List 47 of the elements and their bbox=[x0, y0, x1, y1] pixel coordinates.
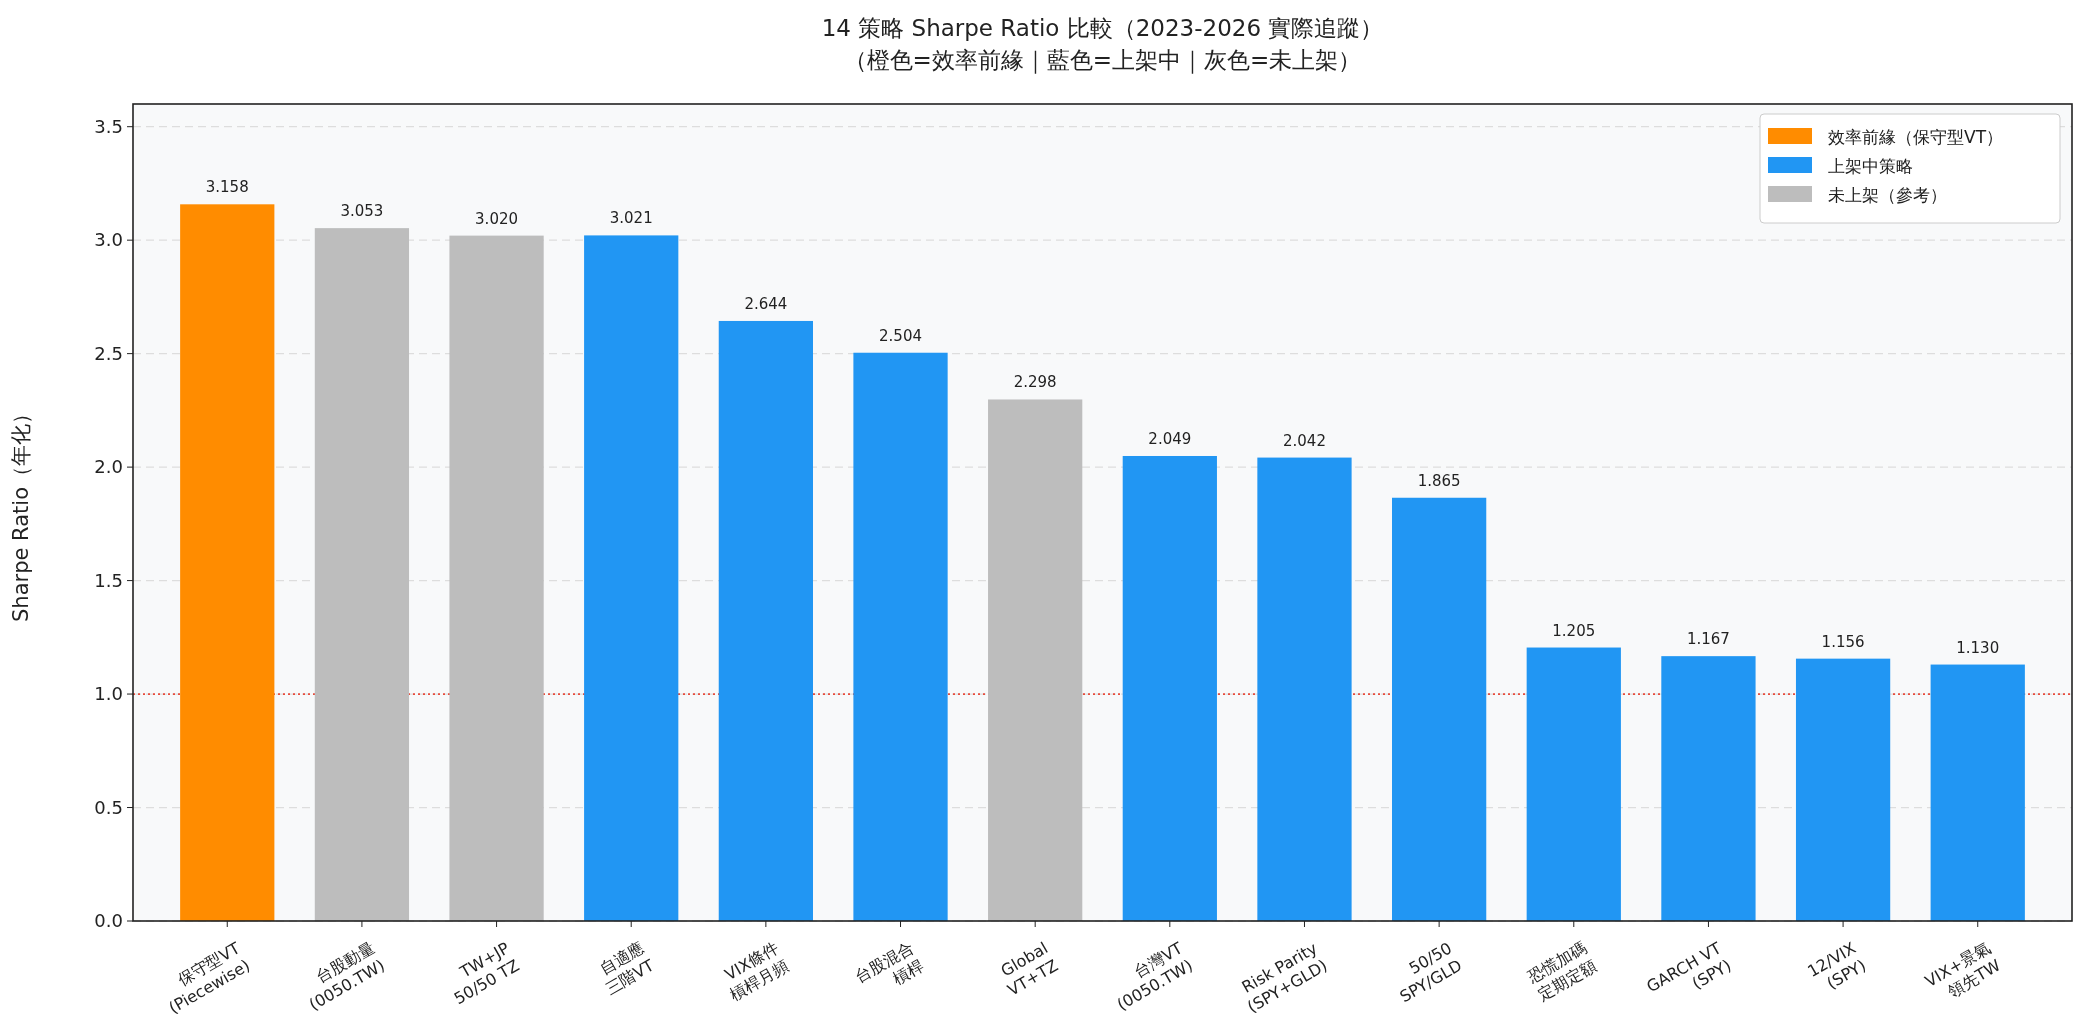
chart-subtitle: （橙色=效率前緣｜藍色=上架中｜灰色=未上架） bbox=[843, 47, 1362, 74]
x-tick-label: VIX+景氣 領先TW bbox=[1921, 938, 2004, 1001]
data-label: 3.021 bbox=[609, 209, 653, 228]
bar bbox=[180, 204, 275, 921]
x-tick-label: 恐慌加碼 定期定額 bbox=[1523, 938, 1600, 1005]
bar bbox=[1257, 457, 1352, 921]
legend-label: 效率前緣（保守型VT） bbox=[1828, 127, 2004, 147]
legend-label: 上架中策略 bbox=[1828, 156, 1913, 176]
legend-label: 未上架（參考） bbox=[1828, 185, 1947, 205]
data-label: 2.504 bbox=[879, 326, 922, 345]
data-label: 2.298 bbox=[1013, 373, 1057, 392]
bar bbox=[1526, 647, 1621, 921]
data-label: 1.167 bbox=[1686, 630, 1730, 649]
y-tick-label: 2.0 bbox=[94, 456, 123, 478]
data-label: 2.042 bbox=[1283, 431, 1326, 450]
x-tick-label: VIX條件 槓桿月頻 bbox=[721, 938, 792, 1005]
data-label: 2.049 bbox=[1148, 429, 1192, 448]
data-label: 2.644 bbox=[744, 294, 788, 313]
bar bbox=[1122, 455, 1217, 921]
x-tick-label: 台股混合 槓桿 bbox=[851, 938, 927, 989]
bar bbox=[1795, 658, 1891, 921]
bar bbox=[584, 235, 679, 921]
data-label: 1.130 bbox=[1956, 638, 2000, 657]
bar bbox=[314, 228, 410, 921]
bar bbox=[1930, 664, 2025, 921]
y-tick-label: 0.0 bbox=[94, 910, 123, 931]
bar bbox=[853, 352, 948, 921]
data-label: 3.053 bbox=[340, 202, 384, 221]
y-tick-label: 1.5 bbox=[94, 569, 123, 591]
y-tick-label: 3.0 bbox=[94, 229, 123, 251]
bar bbox=[988, 399, 1083, 921]
chart-title: 14 策略 Sharpe Ratio 比較（2023-2026 實際追蹤） bbox=[821, 15, 1384, 41]
bar bbox=[1661, 656, 1756, 921]
y-tick-label: 2.5 bbox=[94, 342, 123, 364]
y-tick-label: 1.0 bbox=[94, 683, 123, 705]
y-axis-title: Sharpe Ratio（年化） bbox=[9, 403, 33, 622]
bar bbox=[449, 235, 544, 921]
data-label: 3.020 bbox=[475, 209, 519, 228]
data-label: 1.205 bbox=[1552, 621, 1596, 640]
data-label: 1.156 bbox=[1821, 632, 1865, 651]
data-label: 3.158 bbox=[205, 178, 249, 197]
y-tick-label: 0.5 bbox=[94, 796, 123, 818]
bar bbox=[1392, 497, 1487, 921]
data-label: 1.865 bbox=[1417, 471, 1461, 490]
y-tick-label: 3.5 bbox=[94, 115, 123, 137]
x-tick-label: 自適應 三階VT bbox=[596, 938, 658, 999]
bar bbox=[718, 320, 813, 921]
